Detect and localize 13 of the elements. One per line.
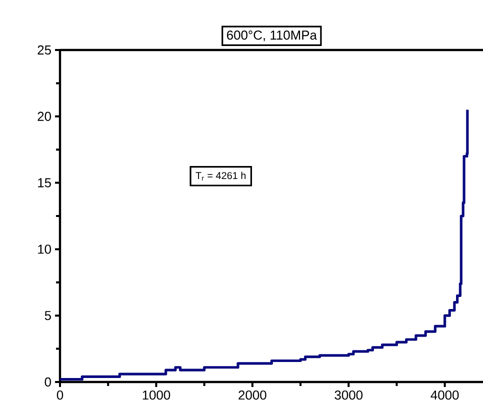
y-tick-label: 25 bbox=[38, 45, 51, 55]
chart-title: 600°C, 110MPa bbox=[226, 30, 317, 42]
y-tick-label: 15 bbox=[38, 178, 51, 188]
x-tick-label: 0 bbox=[56, 390, 64, 400]
y-tick-label: 20 bbox=[38, 112, 51, 121]
x-tick-label: 1000 bbox=[142, 390, 170, 400]
y-tick-label: 5 bbox=[44, 311, 51, 320]
y-tick-label: 10 bbox=[38, 244, 51, 254]
y-tick-label: 0 bbox=[44, 377, 51, 387]
x-tick-label: 2000 bbox=[238, 390, 266, 400]
x-tick-label: 3000 bbox=[334, 390, 363, 400]
annotation: T$_{r}$ = 4261 h bbox=[196, 172, 246, 181]
x-tick-label: 4000 bbox=[430, 390, 459, 400]
